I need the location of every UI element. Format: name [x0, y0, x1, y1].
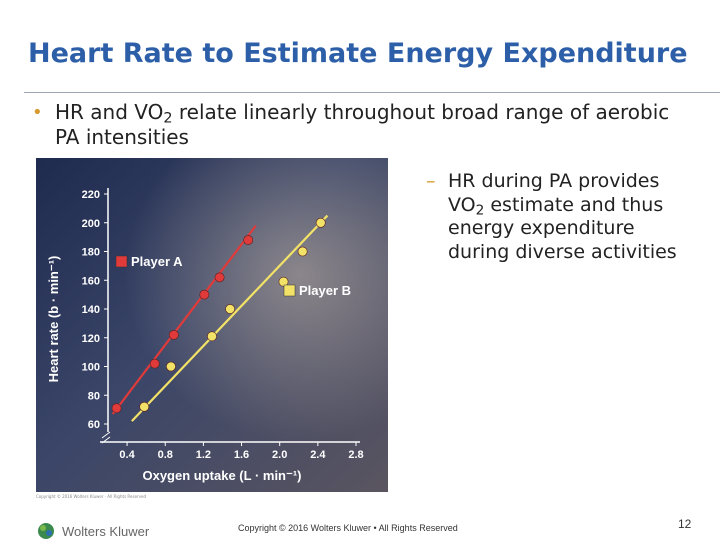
player-b-fit-line: [131, 214, 329, 422]
sub-bullet-text-pre: HR during PA provides VO: [448, 170, 660, 216]
player-b-point-3: [207, 331, 217, 342]
player-a-point-4: [199, 289, 210, 300]
player-a-fit-line: [111, 224, 257, 415]
globe-icon: [38, 523, 54, 539]
main-bullet-subscript: 2: [163, 110, 173, 127]
title-divider: [24, 92, 720, 93]
dash-marker-icon: –: [426, 170, 436, 192]
x-tick-label-2.4: 2.4: [310, 449, 326, 461]
sub-bullet-subscript: 2: [475, 201, 485, 218]
player-b-point-4: [225, 304, 235, 314]
player-b-point-5: [278, 276, 289, 287]
y-tick-label-80: 80: [88, 390, 100, 402]
player-b-point-1: [139, 401, 150, 412]
logo-text: Wolters Kluwer: [62, 523, 150, 539]
main-bullet-text-post: relate linearly throughout broad range o…: [55, 100, 670, 149]
x-tick-label-0.8: 0.8: [158, 449, 173, 461]
y-tick-label-60: 60: [88, 419, 100, 431]
y-axis-label: Heart rate (b · min⁻¹): [46, 256, 61, 383]
x-tick-label-0.4: 0.4: [119, 449, 135, 461]
bullet-marker-icon: •: [32, 102, 43, 123]
photo-credit: Copyright © 2016 Wolters Kluwer · All Ri…: [36, 494, 147, 499]
sub-bullet-text-post: estimate and thus energy expenditure dur…: [448, 193, 677, 263]
page-number: 12: [678, 517, 692, 531]
x-tick-label-2.0: 2.0: [272, 449, 287, 461]
y-tick-label-200: 200: [82, 218, 100, 230]
x-tick-label-2.8: 2.8: [348, 449, 363, 461]
wolters-kluwer-logo: Wolters Kluwer: [36, 521, 149, 541]
main-bullet-text: HR and VO2 relate linearly throughout br…: [32, 100, 692, 150]
main-bullet: • HR and VO2 relate linearly throughout …: [32, 100, 692, 150]
axis-break-mark: [101, 431, 111, 444]
player-b-point-6: [297, 246, 308, 257]
x-tick-label-1.2: 1.2: [196, 449, 211, 461]
player-a-legend-label: Player A: [131, 254, 183, 269]
chart-svg: 60 80 100 120 140 160 180 200 220 0.4 0.8 1.2 1.6 2.0…: [36, 158, 388, 492]
x-tick-label-1.6: 1.6: [234, 449, 249, 461]
player-b-legend-swatch: [283, 284, 296, 297]
player-b-legend-label: Player B: [299, 283, 351, 298]
player-a-point-2: [149, 358, 160, 369]
y-tick-label-140: 140: [82, 304, 100, 316]
player-b-point-7: [315, 217, 326, 228]
sub-bullet: – HR during PA provides VO2 estimate and…: [426, 170, 696, 264]
player-a-point-5: [214, 272, 225, 283]
y-tick-label-100: 100: [82, 362, 100, 374]
player-a-point-6: [243, 235, 254, 245]
main-bullet-text-pre: HR and VO: [55, 100, 164, 124]
x-axis-label: Oxygen uptake (L · min⁻¹): [142, 468, 301, 483]
photo-glow: [36, 158, 388, 492]
footer-copyright: Copyright © 2016 Wolters Kluwer • All Ri…: [238, 523, 458, 533]
player-a-point-3: [168, 329, 179, 340]
y-tick-label-180: 180: [82, 247, 100, 259]
sub-bullet-text: HR during PA provides VO2 estimate and t…: [426, 170, 696, 264]
player-a-legend-swatch: [115, 255, 128, 268]
y-tick-label-120: 120: [82, 333, 100, 345]
y-tick-label-220: 220: [82, 189, 100, 201]
player-a-point-1: [111, 403, 122, 414]
player-b-point-2: [166, 361, 176, 372]
heart-rate-chart: 60 80 100 120 140 160 180 200 220 0.4 0.8 1.2 1.6 2.0…: [36, 158, 388, 492]
y-tick-label-160: 160: [82, 275, 100, 287]
slide-title: Heart Rate to Estimate Energy Expenditur…: [28, 38, 688, 69]
